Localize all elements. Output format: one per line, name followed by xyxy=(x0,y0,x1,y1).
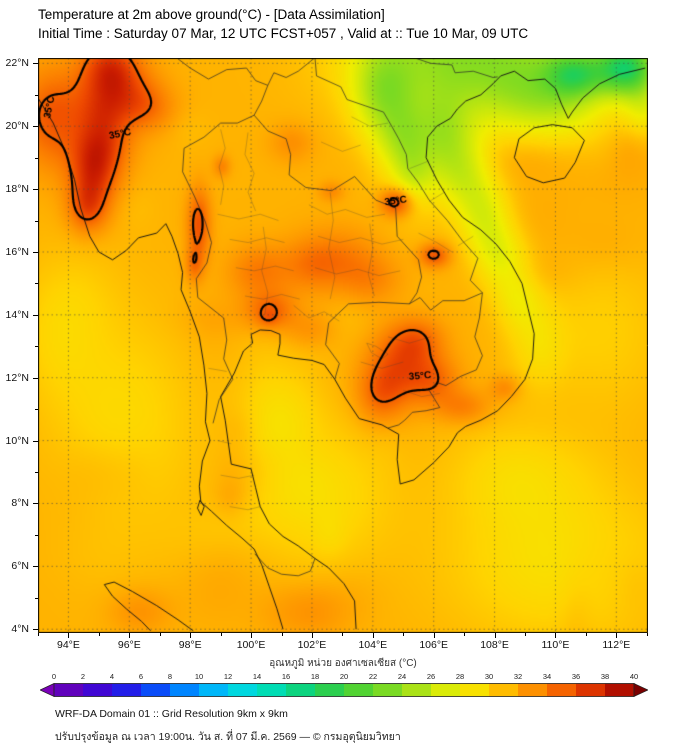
colorbar-tick-label: 24 xyxy=(397,672,407,681)
latitude-tick-label: 8°N xyxy=(11,497,29,510)
latitude-tick xyxy=(35,157,38,159)
temperature-map-canvas xyxy=(38,58,648,633)
colorbar-tick-label: 0 xyxy=(51,672,57,681)
longitude-tick xyxy=(585,633,587,636)
latitude-tick xyxy=(35,346,38,348)
latitude-tick-label: 16°N xyxy=(5,245,29,258)
longitude-tick xyxy=(38,633,39,636)
longitude-tick xyxy=(190,633,192,638)
colorbar-tick-label: 38 xyxy=(600,672,610,681)
footer-update-info: ปรับปรุงข้อมูล ณ เวลา 19:00น. วัน ส. ที่… xyxy=(55,731,401,743)
colorbar-ticks: 0 2 4 6 8 10 12 14 16 18 20 22 24 26 28 30 32 34 36 38 40 xyxy=(40,672,648,682)
colorbar-tick-label: 40 xyxy=(629,672,639,681)
longitude-tick xyxy=(342,633,344,636)
colorbar-tick-label: 2 xyxy=(80,672,86,681)
longitude-tick xyxy=(494,633,496,638)
longitude-tick-label: 104°E xyxy=(358,639,388,651)
colorbar-tick-label: 14 xyxy=(252,672,262,681)
latitude-tick-label: 12°N xyxy=(5,371,29,384)
latitude-tick-label: 4°N xyxy=(11,623,29,636)
colorbar-tick-label: 8 xyxy=(167,672,173,681)
longitude-tick xyxy=(403,633,405,636)
latitude-tick xyxy=(35,220,38,222)
colorbar-label: อุณหภูมิ หน่วย องศาเซลเซียส (°C) xyxy=(269,658,417,669)
colorbar-tick-label: 28 xyxy=(455,672,465,681)
latitude-tick xyxy=(33,251,38,253)
colorbar-tick-label: 16 xyxy=(281,672,291,681)
latitude-tick xyxy=(35,534,38,536)
longitude-axis: 94°E 96°E 98°E 100°E 102°E 104°E 106°E 108°E 110… xyxy=(38,633,654,653)
latitude-axis: 22°N 20°N 18°N 16°N 14°N 12°N 10°N 8°N 6°N 4°N xyxy=(0,57,38,636)
colorbar-tick-label: 36 xyxy=(571,672,581,681)
longitude-tick xyxy=(68,633,70,638)
longitude-tick-label: 108°E xyxy=(480,639,509,651)
longitude-tick xyxy=(525,633,527,636)
latitude-tick xyxy=(35,94,38,96)
latitude-tick xyxy=(35,283,38,285)
page-title: Temperature at 2m above ground(°C) - [Da… xyxy=(38,7,385,22)
latitude-tick xyxy=(33,63,38,65)
longitude-tick xyxy=(129,633,131,638)
colorbar-tick-label: 30 xyxy=(484,672,494,681)
longitude-tick xyxy=(616,633,618,638)
longitude-tick-label: 94°E xyxy=(56,639,80,651)
latitude-tick xyxy=(33,440,38,442)
colorbar-tick-label: 22 xyxy=(368,672,378,681)
latitude-tick xyxy=(35,597,38,599)
colorbar-tick-label: 32 xyxy=(513,672,523,681)
colorbar-svg xyxy=(39,682,649,698)
longitude-tick xyxy=(372,633,374,638)
latitude-tick xyxy=(35,472,38,474)
colorbar-gradient xyxy=(39,682,649,699)
longitude-tick xyxy=(433,633,435,638)
longitude-tick xyxy=(555,633,557,638)
longitude-tick xyxy=(281,633,283,636)
longitude-tick-label: 112°E xyxy=(602,639,631,651)
colorbar-tick-label: 12 xyxy=(223,672,233,681)
longitude-tick-label: 102°E xyxy=(297,639,327,651)
longitude-tick-label: 110°E xyxy=(541,639,570,651)
longitude-tick xyxy=(646,633,648,636)
latitude-tick-label: 18°N xyxy=(5,183,29,196)
latitude-tick-label: 6°N xyxy=(11,560,29,573)
longitude-tick xyxy=(98,633,100,636)
longitude-tick xyxy=(251,633,253,638)
latitude-tick xyxy=(33,629,38,631)
longitude-tick xyxy=(311,633,313,638)
latitude-tick-label: 14°N xyxy=(5,308,29,321)
longitude-tick-label: 96°E xyxy=(117,639,141,651)
longitude-tick-label: 98°E xyxy=(178,639,202,651)
latitude-tick-label: 22°N xyxy=(5,57,29,70)
colorbar-tick-label: 6 xyxy=(138,672,144,681)
latitude-tick xyxy=(33,189,38,191)
latitude-tick-label: 10°N xyxy=(5,434,29,447)
colorbar-tick-label: 26 xyxy=(426,672,436,681)
colorbar-tick-label: 10 xyxy=(194,672,204,681)
latitude-tick xyxy=(33,566,38,568)
colorbar-tick-label: 20 xyxy=(339,672,349,681)
latitude-tick xyxy=(33,314,38,316)
longitude-tick xyxy=(464,633,466,636)
longitude-tick-label: 100°E xyxy=(236,639,266,651)
colorbar-tick-label: 34 xyxy=(542,672,552,681)
latitude-tick xyxy=(33,377,38,379)
latitude-tick xyxy=(33,503,38,505)
forecast-time-subtitle: Initial Time : Saturday 07 Mar, 12 UTC F… xyxy=(38,26,529,41)
latitude-tick xyxy=(35,409,38,411)
longitude-tick xyxy=(159,633,161,636)
latitude-tick xyxy=(33,126,38,128)
longitude-tick-label: 106°E xyxy=(419,639,449,651)
footer-domain-info: WRF-DA Domain 01 :: Grid Resolution 9km … xyxy=(55,708,288,720)
longitude-tick xyxy=(220,633,222,636)
latitude-tick-label: 20°N xyxy=(5,120,29,133)
colorbar-tick-label: 18 xyxy=(310,672,320,681)
colorbar-tick-label: 4 xyxy=(109,672,115,681)
